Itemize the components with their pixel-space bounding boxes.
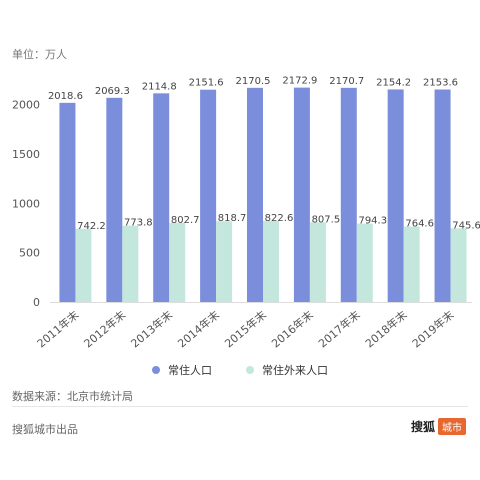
bar-resident (247, 87, 263, 303)
data-label-resident: 2154.2 (376, 77, 411, 88)
bar-migrant (356, 223, 373, 302)
data-label-migrant: 807.5 (312, 214, 341, 225)
footer-text: 搜狐城市出品 (12, 423, 78, 436)
unit-label: 单位：万人 (12, 48, 67, 61)
y-tick-label: 1500 (12, 148, 40, 161)
bar-migrant (122, 225, 139, 302)
legend-item-migrant[interactable]: 常住外来人口 (246, 362, 328, 378)
x-tick-label: 2013年末 (128, 308, 175, 351)
data-label-migrant: 745.6 (452, 220, 480, 231)
brand-tag: 城市 (438, 418, 466, 435)
x-tick-label: 2019年末 (409, 308, 456, 351)
bar-resident (387, 89, 404, 302)
bar-resident (200, 89, 217, 302)
legend-label-migrant: 常住外来人口 (262, 364, 328, 377)
data-label-resident: 2018.6 (48, 91, 83, 102)
x-tick-label: 2014年末 (175, 308, 222, 351)
data-label-migrant: 742.2 (77, 221, 106, 232)
legend-dot-resident (152, 366, 160, 374)
data-label-migrant: 773.8 (124, 218, 153, 229)
data-label-resident: 2172.9 (282, 76, 317, 87)
y-tick-label: 2000 (12, 99, 40, 112)
y-tick-label: 0 (33, 296, 40, 309)
x-tick-label: 2012年末 (81, 308, 128, 351)
legend-item-resident[interactable]: 常住人口 (152, 362, 212, 378)
x-tick-label: 2011年末 (34, 308, 81, 351)
data-label-migrant: 764.6 (405, 219, 434, 230)
bar-migrant (75, 228, 92, 302)
x-tick-label: 2017年末 (315, 308, 362, 351)
data-label-resident: 2114.8 (142, 81, 177, 92)
y-tick-label: 500 (19, 247, 40, 260)
bar-resident (153, 93, 170, 302)
bar-resident (293, 87, 310, 302)
brand-logo: 搜狐 城市 (411, 418, 466, 435)
data-label-migrant: 794.3 (358, 216, 387, 227)
bar-resident (59, 102, 76, 302)
data-label-resident: 2151.6 (189, 78, 224, 89)
data-label-resident: 2069.3 (95, 86, 130, 97)
x-tick-label: 2015年末 (222, 308, 269, 351)
x-tick-label: 2016年末 (269, 308, 316, 351)
bar-chart: 0 500 1000 1500 2000 2018.6 742.2 2011年末 2069.3 7… (12, 76, 480, 351)
data-label-resident: 2153.6 (423, 78, 458, 89)
data-label-resident: 2170.7 (329, 76, 364, 87)
data-label-resident: 2170.5 (236, 76, 271, 87)
bar-migrant (450, 228, 467, 302)
source-label: 数据来源：北京市统计局 (12, 390, 133, 403)
brand-name: 搜狐 (410, 420, 435, 434)
legend-dot-migrant (246, 366, 254, 374)
data-label-migrant: 818.7 (218, 213, 247, 224)
bar-migrant (216, 221, 233, 302)
bar-resident (434, 89, 451, 302)
legend: 常住人口 常住外来人口 (0, 362, 480, 378)
data-label-migrant: 822.6 (265, 213, 294, 224)
y-tick-label: 1000 (12, 197, 40, 210)
bar-resident (340, 87, 357, 302)
x-tick-label: 2018年末 (362, 308, 409, 351)
legend-label-resident: 常住人口 (168, 364, 212, 377)
bar-migrant (403, 226, 420, 302)
data-label-migrant: 802.7 (171, 215, 200, 226)
bar-migrant (309, 222, 326, 302)
bar-migrant (263, 220, 279, 302)
divider (12, 406, 468, 407)
bar-migrant (169, 222, 186, 302)
bar-resident (106, 97, 123, 302)
